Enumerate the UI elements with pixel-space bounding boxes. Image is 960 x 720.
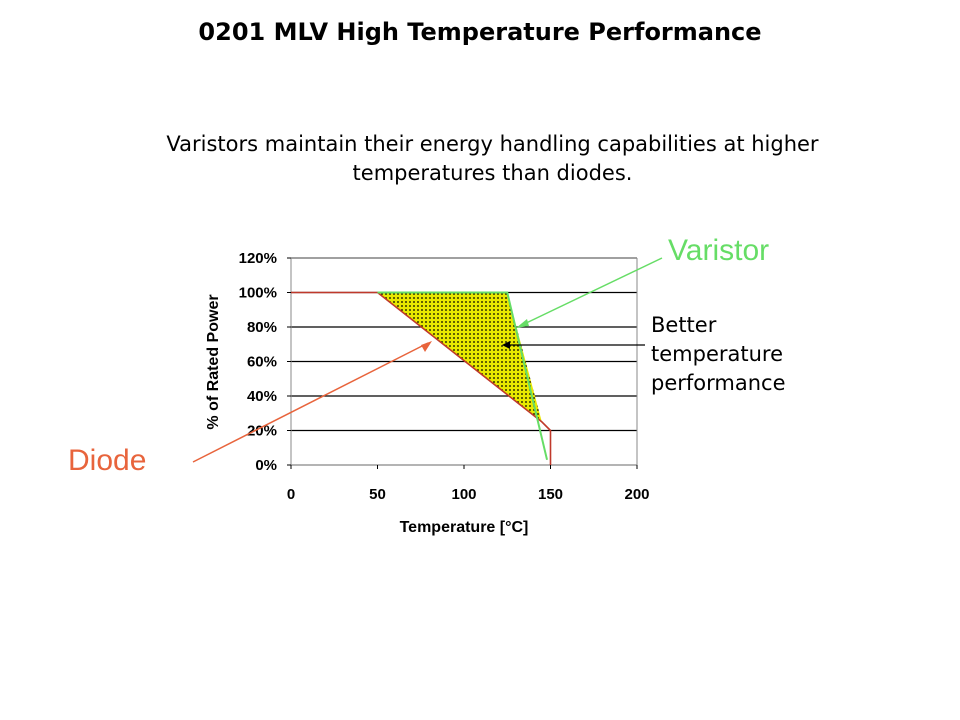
series-diode-line xyxy=(291,291,552,465)
y-axis-label: % of Rated Power xyxy=(205,294,222,429)
y-tick-label: 100% xyxy=(239,285,277,302)
better-annotation: Better temperature performance xyxy=(651,311,786,398)
better-line-2: temperature xyxy=(651,342,783,366)
x-axis-label: Temperature [°C] xyxy=(400,519,529,536)
diode-annotation: Diode xyxy=(68,444,147,477)
varistor-arrowhead xyxy=(516,319,529,328)
diode-arrow xyxy=(192,342,429,463)
better-arrowhead xyxy=(502,341,510,349)
x-tick-label: 200 xyxy=(624,486,649,503)
better-line-1: Better xyxy=(651,313,717,337)
slide-subtitle: Varistors maintain their energy handling… xyxy=(166,132,819,185)
slide-title: 0201 MLV High Temperature Performance xyxy=(198,18,762,46)
x-tick-label: 50 xyxy=(369,486,386,503)
y-tick-label: 0% xyxy=(255,457,277,474)
y-tick-label: 40% xyxy=(247,388,277,405)
better-line-3: performance xyxy=(651,371,786,395)
x-tick-label: 0 xyxy=(287,486,295,503)
diode-arrowhead xyxy=(421,341,432,352)
x-tick-label: 100 xyxy=(451,486,476,503)
y-tick-label: 60% xyxy=(247,354,277,371)
series-varistor-line xyxy=(377,291,549,461)
y-tick-label: 120% xyxy=(239,250,277,267)
varistor-annotation: Varistor xyxy=(668,234,770,267)
y-tick-label: 80% xyxy=(247,319,277,336)
x-tick-label: 150 xyxy=(538,486,563,503)
y-tick-label: 20% xyxy=(247,423,277,440)
varistor-arrow xyxy=(519,257,663,327)
